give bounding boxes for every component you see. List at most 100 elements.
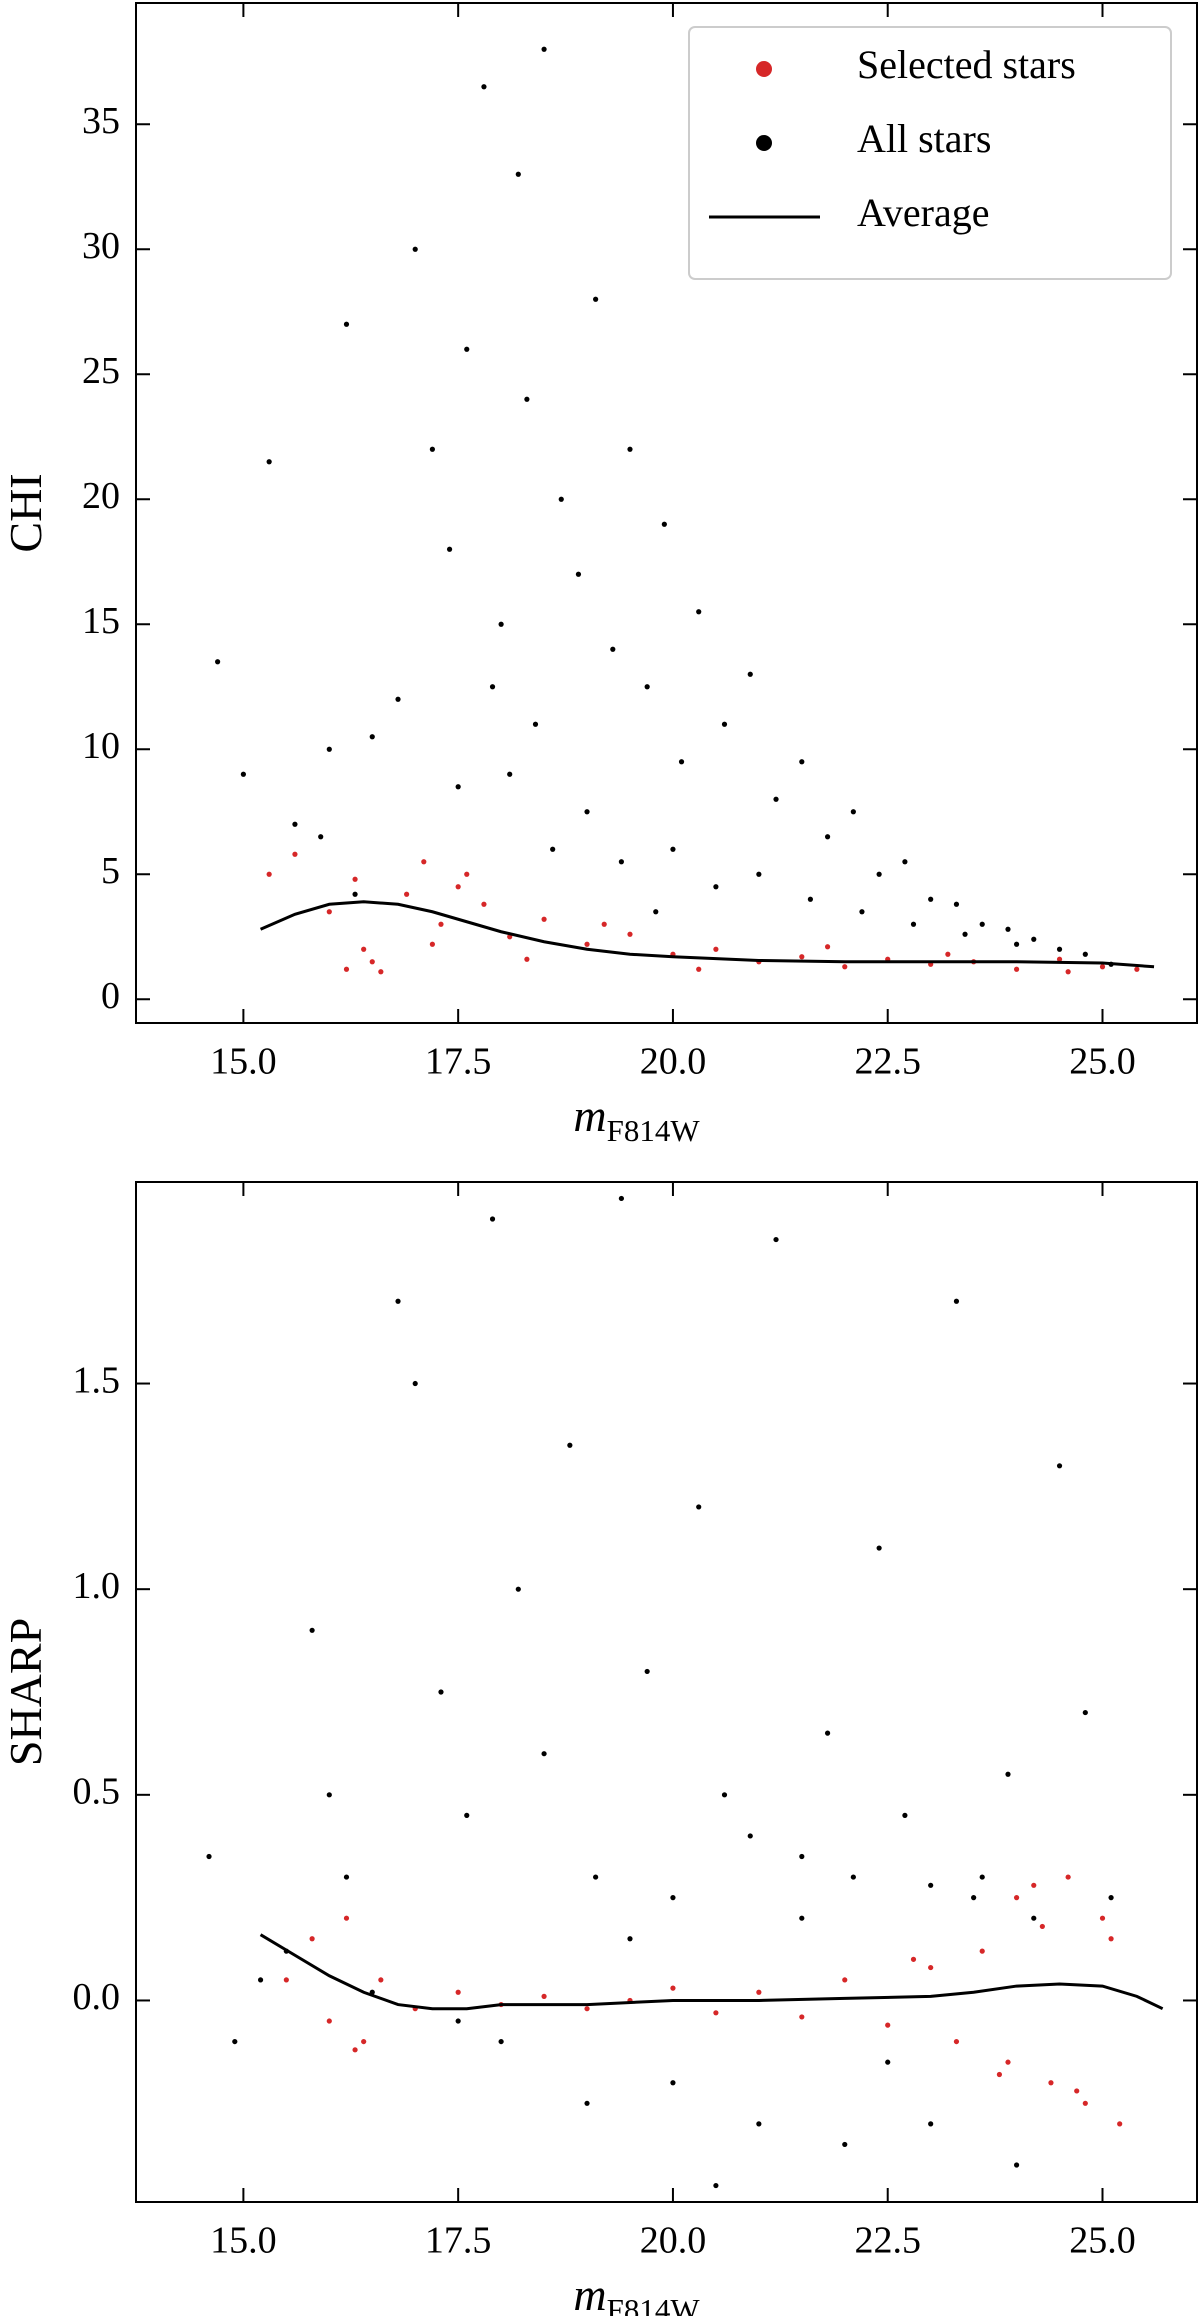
star-point: [326, 909, 332, 915]
star-point: [455, 2018, 461, 2024]
star-point: [979, 1948, 985, 1954]
star-point: [721, 1792, 728, 1798]
star-point: [696, 1504, 702, 1510]
star-point: [696, 966, 702, 972]
y-tick-label: 0: [101, 975, 120, 1017]
star-point: [567, 1442, 573, 1448]
star-point: [515, 171, 521, 177]
star-point: [1117, 2121, 1123, 2127]
star-point: [309, 1936, 315, 1942]
y-tick-label: 1.5: [73, 1359, 121, 1401]
star-point: [876, 1545, 882, 1551]
star-point: [696, 609, 702, 615]
star-point: [1108, 1936, 1114, 1942]
star-point: [369, 959, 375, 965]
average-line: [259, 900, 1155, 969]
star-point: [1013, 966, 1020, 972]
star-point: [352, 2047, 358, 2053]
star-point: [1005, 926, 1011, 932]
star-point: [292, 851, 298, 857]
star-point: [412, 1380, 418, 1387]
star-point: [438, 921, 444, 927]
star-point: [464, 1812, 470, 1818]
star-point: [481, 901, 487, 907]
star-point: [1031, 936, 1037, 942]
star-point: [902, 1812, 908, 1818]
star-point: [395, 696, 401, 702]
star-point: [343, 1915, 350, 1921]
star-point: [412, 246, 418, 252]
star-point: [1031, 1915, 1037, 1921]
star-point: [713, 2010, 719, 2016]
y-tick-label: 0.0: [73, 1976, 121, 2018]
legend-label: All stars: [857, 116, 991, 161]
plot-area: [215, 46, 1155, 975]
star-point: [979, 921, 985, 927]
star-point: [352, 876, 358, 882]
star-point: [721, 721, 728, 727]
star-point: [1082, 2100, 1088, 2106]
star-point: [369, 734, 375, 740]
x-tick-label: 20.0: [640, 1041, 707, 1083]
panel: 15.0 17.5 20.0 22.5 25.0 0.0 0.5 1.0 1.5 mF814W SH…: [0, 1181, 1198, 2321]
star-point: [1108, 1895, 1114, 1901]
star-point: [747, 671, 753, 677]
star-point: [928, 896, 934, 902]
y-tick-label: 0.5: [73, 1771, 121, 1813]
star-point: [240, 771, 246, 777]
x-axis-label-sub: F814W: [607, 2292, 701, 2316]
star-point: [1056, 956, 1063, 962]
star-point: [446, 546, 453, 552]
star-point: [799, 1915, 805, 1921]
x-tick-label: 22.5: [854, 2220, 921, 2262]
star-point: [593, 296, 599, 302]
star-point: [507, 771, 513, 777]
star-point: [421, 859, 427, 865]
star-point: [464, 346, 470, 352]
star-point: [799, 1853, 805, 1860]
star-point: [824, 944, 831, 950]
y-tick-label: 25: [82, 350, 120, 392]
star-point: [326, 746, 332, 752]
star-point: [773, 796, 779, 802]
star-point: [824, 1730, 831, 1736]
star-point: [395, 1298, 401, 1304]
star-point: [842, 2141, 848, 2148]
star-point: [799, 954, 805, 960]
star-point: [215, 659, 221, 665]
star-point: [953, 901, 960, 907]
legend: Selected stars All stars Average: [688, 26, 1172, 280]
star-point: [618, 1195, 624, 1202]
star-point: [558, 496, 564, 502]
star-point: [713, 946, 719, 952]
star-point: [928, 2121, 934, 2127]
star-point: [1013, 1895, 1020, 1901]
star-point: [524, 396, 530, 402]
star-point: [232, 2038, 238, 2045]
x-tick-label: 22.5: [854, 1041, 921, 1083]
star-point: [670, 846, 676, 852]
star-point: [361, 2038, 367, 2045]
star-point: [593, 1874, 599, 1880]
legend-swatch: [756, 61, 772, 77]
panel: 15.0 17.5 20.0 22.5 25.0 0 5 10 15 20 25 30 35 mF814W…: [0, 2, 1198, 1148]
star-point: [1056, 1463, 1063, 1469]
star-point: [1048, 2080, 1054, 2086]
star-point: [876, 871, 882, 877]
star-point: [1013, 941, 1020, 947]
star-point: [850, 809, 856, 815]
star-point: [541, 46, 547, 52]
star-point: [352, 891, 358, 897]
star-point: [678, 759, 685, 765]
star-point: [429, 446, 435, 452]
star-point: [962, 931, 968, 937]
star-point: [1039, 1923, 1045, 1930]
star-point: [824, 834, 831, 840]
star-point: [842, 964, 848, 970]
star-point: [850, 1874, 856, 1880]
star-point: [515, 1586, 521, 1592]
x-tick-label: 25.0: [1069, 1041, 1136, 1083]
x-axis-label-main: m: [573, 2269, 606, 2316]
star-point: [670, 1985, 676, 1991]
